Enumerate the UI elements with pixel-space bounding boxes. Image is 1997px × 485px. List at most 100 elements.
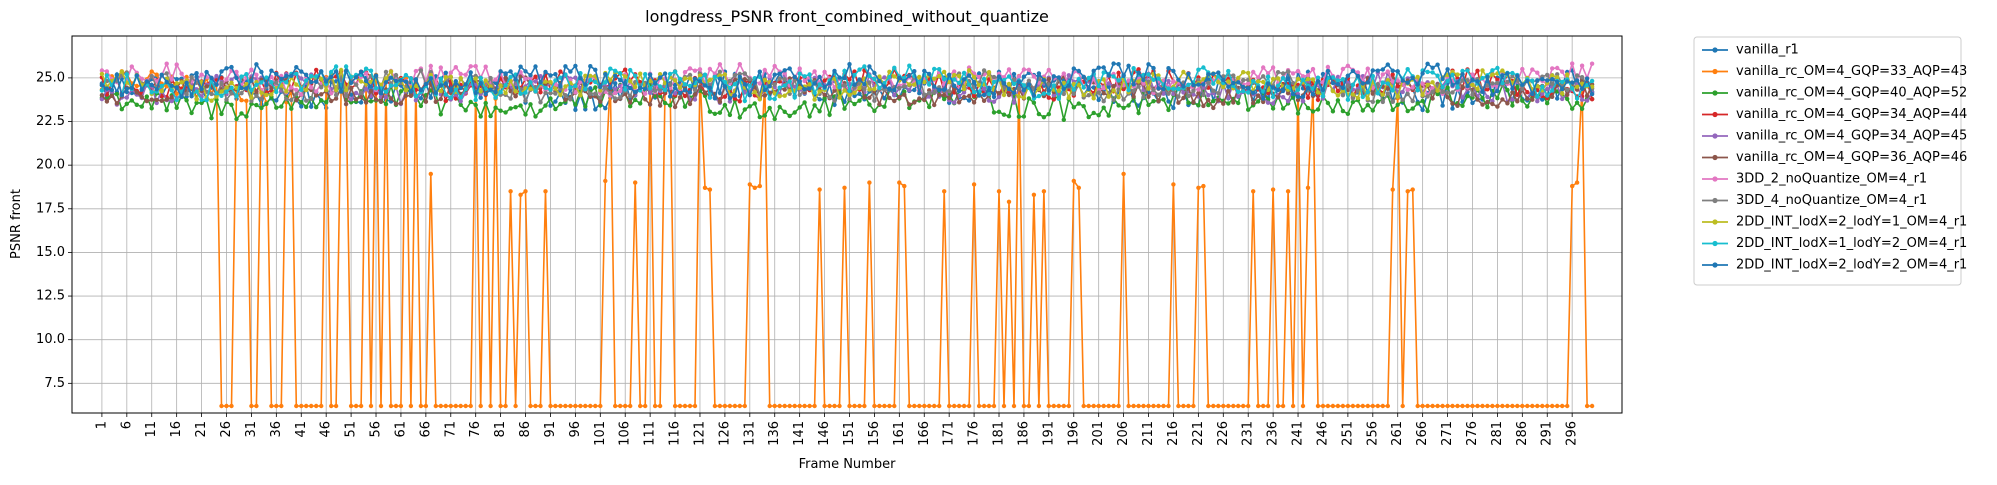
series-point	[1380, 72, 1386, 77]
series-point	[418, 96, 424, 101]
series-point	[498, 403, 503, 409]
series-point	[787, 66, 792, 71]
series-point	[1470, 77, 1475, 82]
series-point	[1430, 89, 1435, 95]
series-point	[1106, 113, 1111, 118]
series-point	[643, 403, 648, 409]
series-point	[956, 88, 962, 94]
x-tick-label: 221	[1191, 421, 1206, 446]
series-point	[1450, 403, 1455, 409]
series-point	[423, 99, 429, 104]
series-point	[1310, 92, 1316, 97]
series-point	[513, 89, 518, 94]
series-point	[892, 65, 897, 71]
series-point	[882, 75, 887, 80]
series-point	[618, 71, 623, 76]
series-point	[493, 90, 498, 95]
series-point	[717, 90, 723, 96]
series-point	[1395, 78, 1400, 83]
series-point	[1570, 106, 1575, 111]
series-point	[1305, 185, 1311, 190]
series-point	[1111, 61, 1116, 66]
x-tick-label: 241	[1291, 421, 1306, 446]
series-point	[812, 69, 817, 74]
series-point	[588, 86, 593, 91]
series-point	[1011, 90, 1017, 96]
series-point	[1056, 96, 1062, 101]
series-point	[1141, 77, 1146, 83]
series-point	[1041, 78, 1047, 83]
series-point	[932, 84, 937, 89]
series-point	[1465, 68, 1470, 73]
series-point	[1370, 108, 1376, 113]
series-point	[309, 96, 314, 102]
series-point	[498, 83, 503, 88]
x-tick-label: 146	[817, 421, 832, 446]
series-point	[1021, 83, 1027, 88]
series-point	[1111, 74, 1116, 79]
series-point	[633, 90, 638, 95]
series-point	[483, 91, 488, 97]
series-point	[732, 93, 738, 98]
series-point	[448, 74, 453, 80]
series-point	[807, 403, 812, 409]
series-point	[1470, 100, 1475, 106]
series-point	[423, 81, 429, 87]
series-point	[463, 403, 468, 409]
series-point	[329, 403, 334, 409]
series-point	[727, 78, 733, 84]
series-point	[1011, 403, 1017, 409]
series-point	[528, 403, 533, 409]
series-point	[1490, 81, 1495, 86]
series-point	[588, 63, 593, 69]
legend-item: 2DD_INT_lodX=1_lodY=2_OM=4_r1	[1702, 236, 1967, 251]
series-point	[553, 99, 558, 104]
series-point	[1056, 75, 1062, 80]
series-point	[1355, 88, 1361, 94]
series-point	[1355, 70, 1361, 75]
series-point	[1186, 82, 1191, 88]
legend-box	[1693, 36, 1962, 286]
series-point	[174, 77, 179, 82]
series-point	[1251, 90, 1256, 96]
series-point	[1171, 79, 1176, 84]
series-point	[752, 101, 757, 106]
series-point	[134, 102, 139, 108]
series-point	[1340, 108, 1346, 114]
series-point	[687, 101, 693, 107]
series-point	[1021, 67, 1027, 72]
series-point	[1106, 73, 1111, 78]
series-point	[284, 96, 289, 102]
series-point	[353, 82, 359, 87]
series-point	[1440, 76, 1445, 82]
series-point	[314, 79, 319, 85]
series-point	[1435, 62, 1440, 67]
series-point	[403, 79, 409, 84]
series-point	[842, 185, 847, 190]
series-point	[717, 69, 723, 75]
series-point	[897, 85, 902, 91]
series-point	[1166, 78, 1171, 84]
series-point	[752, 80, 757, 85]
series-point	[1345, 97, 1351, 102]
series-point	[388, 69, 394, 74]
series-point	[119, 69, 125, 74]
series-point	[348, 80, 354, 86]
series-point	[787, 88, 792, 94]
series-point	[1485, 99, 1490, 105]
x-tick-label: 231	[1241, 421, 1256, 446]
series-point	[1280, 71, 1286, 76]
series-point	[961, 403, 967, 409]
x-tick-label: 96	[568, 421, 583, 438]
series-point	[1555, 96, 1560, 101]
series-point	[353, 403, 359, 409]
series-point	[1226, 88, 1231, 94]
x-tick-label: 281	[1490, 421, 1505, 446]
series-point	[438, 76, 443, 82]
series-point	[299, 87, 304, 93]
series-point	[578, 403, 583, 409]
series-point	[762, 87, 767, 93]
series-point	[1574, 180, 1580, 185]
series-point	[1295, 68, 1301, 74]
series-point	[802, 74, 807, 79]
